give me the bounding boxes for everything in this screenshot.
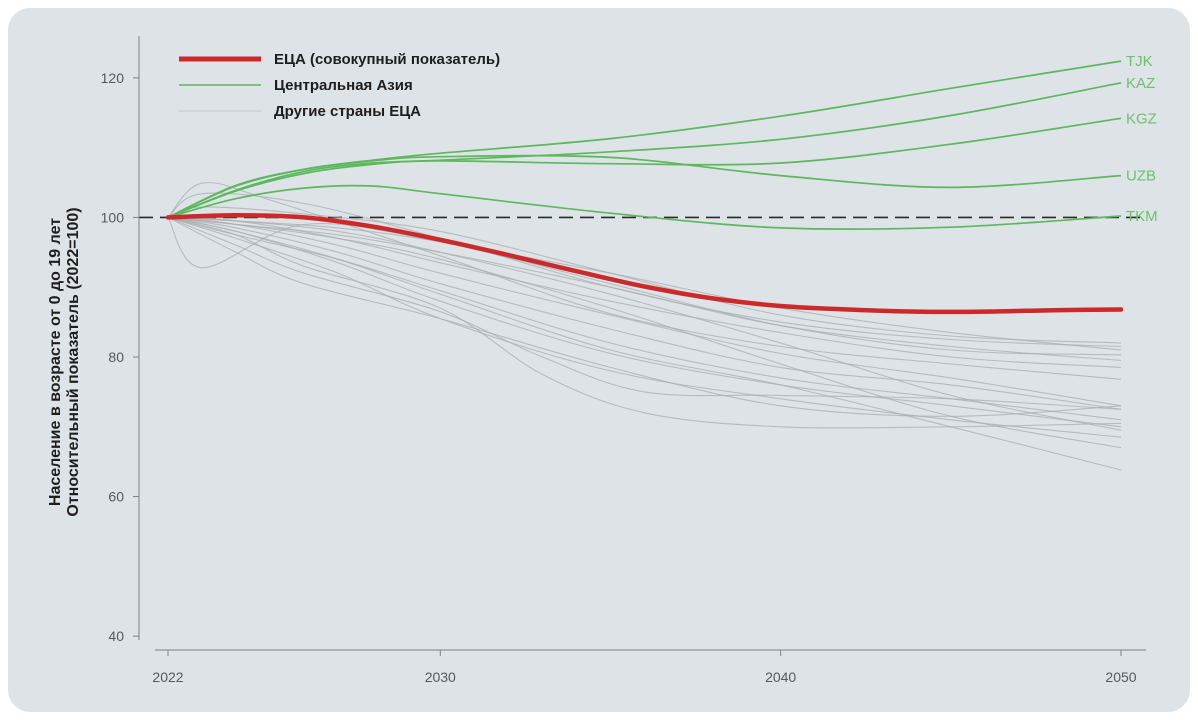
legend: ЕЦА (совокупный показатель) Центральная …	[179, 51, 500, 120]
legend-label-central-asia: Центральная Азия	[274, 77, 413, 94]
chart-panel: 40 60 80 100 120 2022 2030 2040 2050 TJK KAZ KGZ UZ…	[8, 8, 1190, 712]
other-country-line	[167, 216, 1122, 431]
other-country-line	[167, 216, 1122, 368]
end-labels-layer: TJK KAZ KGZ UZB TKM	[1126, 53, 1158, 225]
other-country-line	[167, 216, 1122, 407]
other-country-line	[167, 216, 1122, 471]
other-country-line	[167, 216, 1122, 351]
other-country-line	[167, 216, 1122, 429]
y-axis-label-line-1: Население в возрасте от 0 до 19 лет	[47, 218, 64, 506]
other-country-line	[167, 217, 1122, 356]
y-tick-label: 100	[101, 209, 125, 225]
central-asia-layer	[167, 60, 1122, 231]
other-country-line	[167, 206, 1122, 344]
other-country-line	[167, 216, 1122, 410]
legend-label-aggregate: ЕЦА (совокупный показатель)	[274, 51, 500, 68]
end-label-tjk: TJK	[1126, 53, 1153, 70]
x-tick-label: 2022	[152, 669, 183, 685]
x-tick-label: 2030	[425, 669, 456, 685]
x-tick-label: 2040	[765, 669, 796, 685]
other-country-line	[167, 216, 1122, 417]
population-chart: 40 60 80 100 120 2022 2030 2040 2050 TJK KAZ KGZ UZ…	[47, 36, 1158, 685]
other-country-line	[167, 216, 1122, 438]
other-country-line	[167, 216, 1122, 410]
central-asia-line-tkm	[167, 184, 1122, 231]
legend-label-other: Другие страны ЕЦА	[274, 103, 421, 120]
other-country-line	[167, 216, 1122, 362]
y-tick-label: 80	[108, 349, 124, 365]
y-tick-label: 40	[108, 628, 124, 644]
central-asia-line-kgz	[167, 117, 1122, 219]
other-country-line	[167, 216, 1122, 428]
aggregate-layer	[165, 213, 1124, 315]
y-tick-label: 60	[108, 489, 124, 505]
y-axis-label-line-2: Относительный показатель (2022=100)	[65, 207, 82, 516]
y-tick-label: 120	[101, 70, 125, 86]
end-label-kgz: KGZ	[1126, 110, 1157, 127]
end-label-uzb: UZB	[1126, 168, 1156, 185]
axes-layer: 40 60 80 100 120 2022 2030 2040 2050	[101, 36, 1146, 685]
aggregate-line	[165, 213, 1124, 315]
other-countries-layer	[167, 182, 1122, 471]
other-country-line	[167, 182, 1122, 380]
x-tick-label: 2050	[1105, 669, 1136, 685]
end-label-tkm: TKM	[1126, 208, 1158, 225]
central-asia-line-uzb	[167, 154, 1122, 219]
end-label-kaz: KAZ	[1126, 75, 1155, 92]
